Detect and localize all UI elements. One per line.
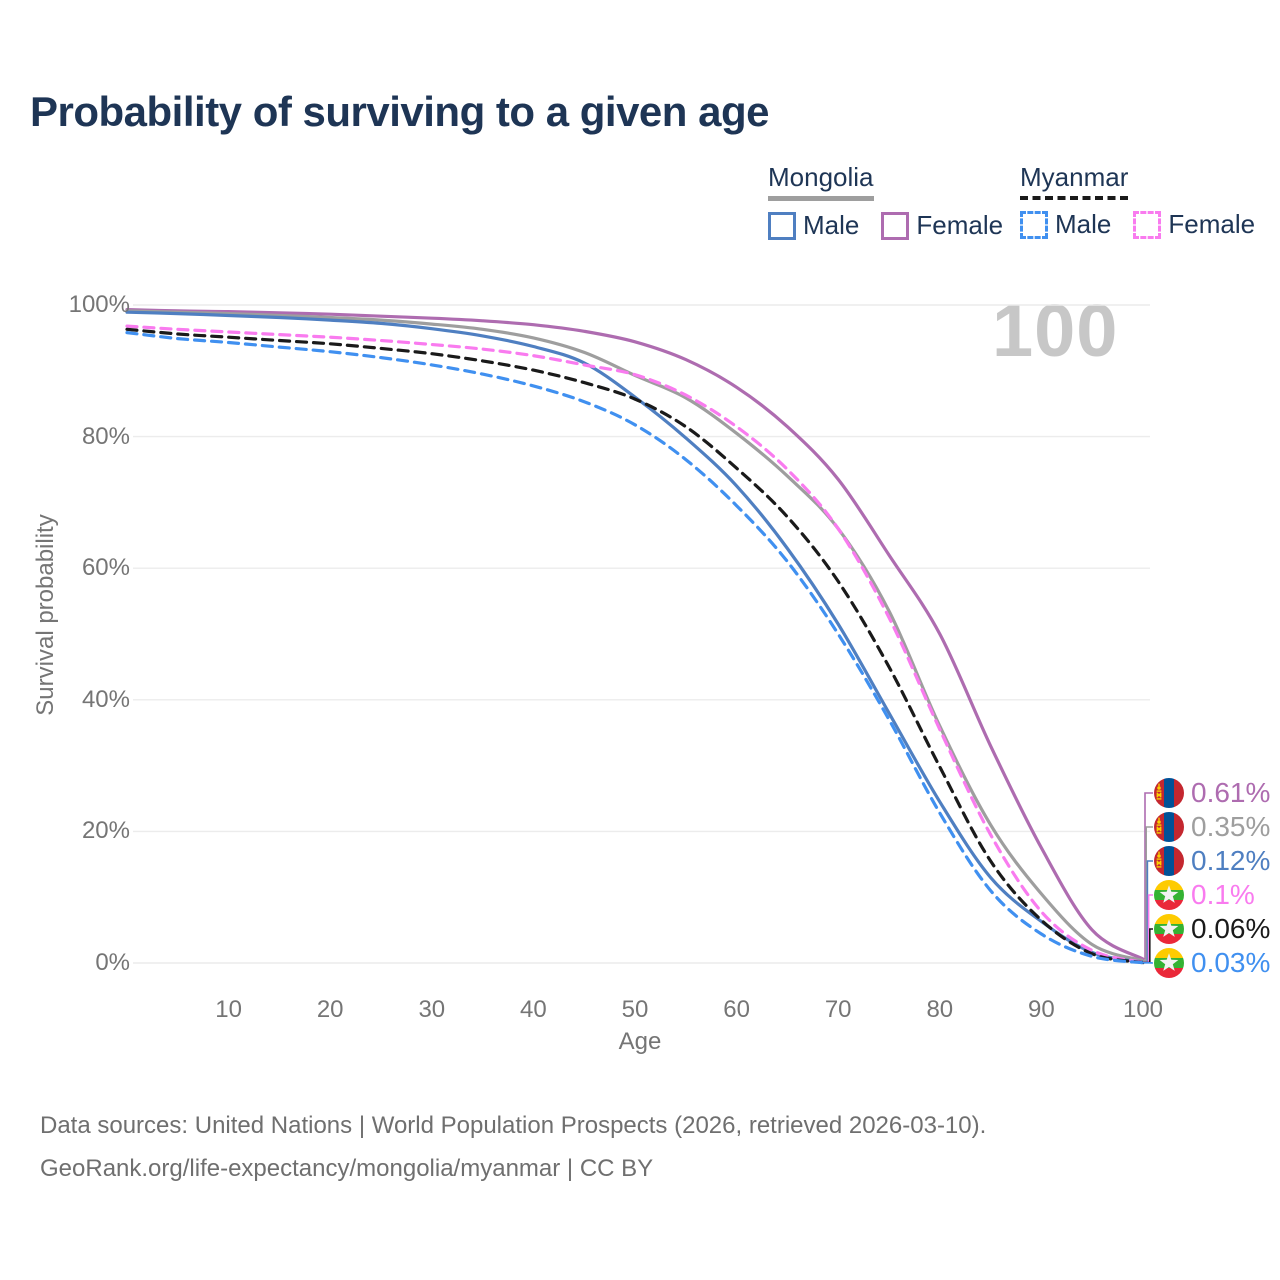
x-tick-50: 50 — [621, 996, 649, 1023]
legend-label-myanmar-female: Female — [1168, 209, 1256, 239]
legend-item-mongolia-female[interactable]: Female — [881, 210, 1003, 241]
legend-group-myanmar: Myanmar Male Female — [1020, 162, 1255, 240]
end-label-row-myanmar-female: 0.1% — [1154, 879, 1255, 911]
end-value-mongolia-female: 0.61% — [1191, 777, 1271, 808]
legend-country-mongolia[interactable]: Mongolia — [768, 162, 874, 201]
y-tick-40: 40% — [81, 685, 130, 713]
y-tick-60: 60% — [81, 554, 130, 582]
curve-mongolia-female — [125, 308, 1145, 961]
myanmar-female-swatch-icon — [1133, 210, 1162, 239]
myanmar-flag-icon — [1154, 914, 1184, 944]
x-tick-90: 90 — [1028, 996, 1055, 1023]
end-label-row-mongolia-both-sexes: 0.35% — [1154, 811, 1270, 843]
myanmar-flag-icon — [1154, 880, 1184, 910]
y-tick-20: 20% — [81, 817, 130, 845]
y-tick-100: 100% — [68, 291, 130, 318]
curve-mongolia-both-sexes — [125, 309, 1145, 963]
mongolia-female-swatch-icon — [881, 211, 910, 240]
legend-label-mongolia-male: Male — [803, 210, 860, 240]
footer-data-sources: Data sources: United Nations | World Pop… — [40, 1112, 987, 1139]
end-label-connector-mongolia-female — [1143, 792, 1153, 960]
footer: Data sources: United Nations | World Pop… — [40, 1104, 986, 1190]
end-label-row-mongolia-male: 0.12% — [1154, 845, 1270, 877]
x-tick-100: 100 — [1122, 996, 1164, 1023]
end-label-row-myanmar-male: 0.03% — [1154, 947, 1270, 979]
end-value-myanmar-both-sexes: 0.06% — [1191, 913, 1271, 944]
legend-label-mongolia-female: Female — [916, 210, 1004, 240]
legend-item-mongolia-male[interactable]: Male — [768, 210, 859, 241]
end-label-row-mongolia-female: 0.61% — [1154, 777, 1270, 809]
end-label-row-myanmar-both-sexes: 0.06% — [1154, 913, 1270, 945]
x-tick-20: 20 — [316, 996, 344, 1023]
curve-myanmar-male — [125, 331, 1145, 965]
legend-group-mongolia: Mongolia Male Female — [768, 162, 1003, 241]
x-tick-30: 30 — [418, 996, 446, 1023]
end-value-myanmar-female: 0.1% — [1191, 879, 1255, 910]
x-tick-10: 10 — [215, 996, 242, 1023]
x-tick-70: 70 — [824, 996, 852, 1023]
end-value-mongolia-male: 0.12% — [1191, 845, 1271, 876]
end-label-connector-mongolia-both-sexes — [1143, 826, 1153, 962]
curve-myanmar-female — [125, 324, 1145, 964]
end-value-myanmar-male: 0.03% — [1191, 947, 1271, 978]
legend-item-myanmar-male[interactable]: Male — [1020, 209, 1111, 240]
legend-label-myanmar-male: Male — [1055, 209, 1112, 239]
curve-myanmar-both-sexes — [125, 327, 1145, 965]
x-axis-title: Age — [618, 1028, 662, 1055]
legend-item-myanmar-female[interactable]: Female — [1133, 209, 1255, 240]
y-tick-0: 0% — [95, 949, 130, 976]
mongolia-flag-icon — [1154, 812, 1184, 842]
myanmar-male-swatch-icon — [1020, 210, 1048, 239]
x-tick-60: 60 — [723, 996, 750, 1023]
x-tick-40: 40 — [520, 996, 547, 1023]
page-title: Probability of surviving to a given age — [30, 88, 769, 135]
y-tick-80: 80% — [81, 422, 130, 450]
footer-attribution: GeoRank.org/life-expectancy/mongolia/mya… — [40, 1155, 654, 1182]
mongolia-male-swatch-icon — [768, 211, 796, 240]
mongolia-flag-icon — [1154, 778, 1184, 808]
legend-country-myanmar[interactable]: Myanmar — [1020, 162, 1129, 200]
curve-mongolia-male — [125, 310, 1145, 964]
mongolia-flag-icon — [1154, 846, 1184, 876]
hover-age-watermark: 100 — [992, 289, 1119, 372]
end-value-mongolia-both-sexes: 0.35% — [1191, 811, 1271, 842]
myanmar-flag-icon — [1154, 948, 1184, 978]
x-tick-80: 80 — [926, 996, 954, 1023]
